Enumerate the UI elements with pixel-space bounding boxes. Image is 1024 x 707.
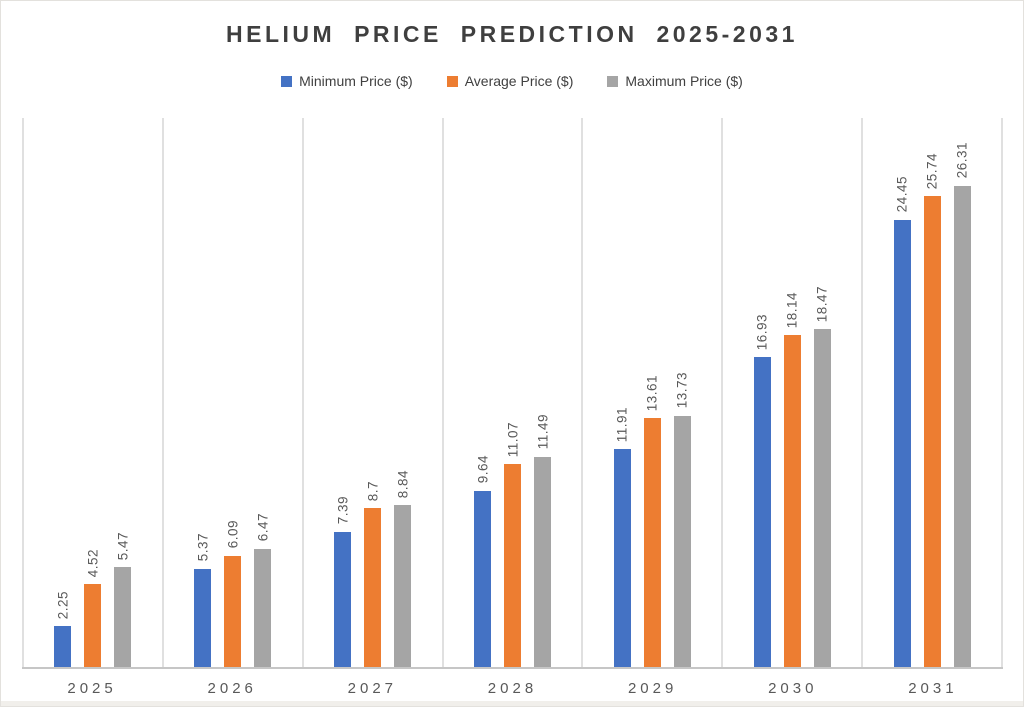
legend-swatch-maximum-icon bbox=[607, 75, 619, 87]
bar-maximum-2026 bbox=[254, 548, 272, 667]
bar-group-2031: 24.45 25.74 26.31 bbox=[893, 118, 971, 667]
category-cell-2025: 2.25 4.52 5.47 bbox=[22, 118, 162, 667]
x-axis-labels: 2025 2026 2027 2028 2029 2030 2031 bbox=[22, 671, 1003, 697]
legend-swatch-minimum-icon bbox=[281, 75, 293, 87]
category-cell-2030: 16.93 18.14 18.47 bbox=[721, 118, 861, 667]
legend-label-average: Average Price ($) bbox=[464, 73, 574, 89]
bar-value-label-maximum-2027: 8.84 bbox=[394, 469, 410, 499]
bar-value-label-average-2031: 25.74 bbox=[924, 152, 940, 189]
bar-average-2030 bbox=[783, 335, 801, 667]
bar-minimum-2029 bbox=[613, 449, 631, 667]
bar-minimum-2027 bbox=[334, 531, 352, 667]
bar-average-2028 bbox=[504, 464, 521, 667]
bar-wrapper-maximum-2027: 8.84 bbox=[394, 118, 412, 667]
bar-value-label-maximum-2030: 18.47 bbox=[814, 285, 830, 322]
x-axis-label-2025: 2025 bbox=[67, 680, 117, 697]
bar-wrapper-average-2027: 8.7 bbox=[364, 118, 382, 667]
bar-value-label-average-2026: 6.09 bbox=[225, 520, 241, 549]
bar-wrapper-maximum-2029: 13.73 bbox=[673, 118, 691, 667]
bar-wrapper-minimum-2030: 16.93 bbox=[753, 118, 771, 667]
bar-group-2027: 7.39 8.7 8.84 bbox=[334, 118, 412, 667]
x-axis-label-2027: 2027 bbox=[347, 680, 398, 697]
bar-group-2026: 5.37 6.09 6.47 bbox=[194, 118, 272, 667]
bar-wrapper-maximum-2031: 26.31 bbox=[953, 118, 971, 667]
bar-value-label-minimum-2031: 24.45 bbox=[894, 176, 910, 213]
bar-value-label-maximum-2028: 11.49 bbox=[534, 414, 550, 450]
bar-wrapper-average-2030: 18.14 bbox=[783, 118, 801, 667]
bar-average-2029 bbox=[643, 417, 661, 667]
bar-average-2031 bbox=[923, 195, 941, 667]
bar-average-2026 bbox=[224, 555, 242, 667]
legend-label-minimum: Minimum Price ($) bbox=[299, 73, 413, 89]
x-axis-label-2029: 2029 bbox=[627, 680, 678, 697]
bar-minimum-2028 bbox=[474, 490, 491, 667]
bar-value-label-maximum-2029: 13.73 bbox=[674, 372, 690, 409]
x-axis-label-2028: 2028 bbox=[487, 680, 538, 697]
bar-group-2030: 16.93 18.14 18.47 bbox=[753, 118, 831, 667]
bar-value-label-maximum-2025: 5.47 bbox=[115, 531, 131, 560]
bar-wrapper-maximum-2025: 5.47 bbox=[114, 118, 132, 667]
bar-wrapper-average-2025: 4.52 bbox=[84, 118, 102, 667]
bar-value-label-minimum-2027: 7.39 bbox=[334, 496, 350, 525]
bar-value-label-average-2030: 18.14 bbox=[784, 291, 800, 329]
bar-average-2025 bbox=[84, 584, 102, 667]
bar-wrapper-average-2029: 13.61 bbox=[643, 118, 661, 667]
chart-legend: Minimum Price ($) Average Price ($) Maxi… bbox=[1, 73, 1023, 89]
bar-group-2028: 9.64 11.07 11.49 bbox=[474, 118, 551, 667]
category-cell-2026: 5.37 6.09 6.47 bbox=[161, 118, 302, 667]
bar-wrapper-minimum-2025: 2.25 bbox=[54, 118, 72, 667]
bar-maximum-2030 bbox=[813, 329, 831, 667]
bar-maximum-2029 bbox=[673, 415, 691, 667]
bar-maximum-2027 bbox=[394, 505, 412, 667]
bar-wrapper-maximum-2026: 6.47 bbox=[254, 118, 272, 667]
category-cell-2031: 24.45 25.74 26.31 bbox=[861, 118, 1004, 667]
bar-minimum-2030 bbox=[753, 357, 771, 667]
legend-item-maximum: Maximum Price ($) bbox=[607, 73, 743, 89]
bar-maximum-2028 bbox=[534, 456, 551, 667]
bar-value-label-maximum-2031: 26.31 bbox=[954, 142, 970, 179]
legend-item-minimum: Minimum Price ($) bbox=[281, 73, 413, 89]
bar-value-label-average-2028: 11.07 bbox=[504, 422, 520, 458]
bar-value-label-minimum-2029: 11.91 bbox=[614, 406, 630, 443]
category-cell-2028: 9.64 11.07 11.49 bbox=[441, 118, 582, 667]
legend-label-maximum: Maximum Price ($) bbox=[625, 73, 743, 89]
bar-group-2029: 11.91 13.61 13.73 bbox=[613, 118, 691, 667]
bar-group-2025: 2.25 4.52 5.47 bbox=[54, 118, 132, 667]
x-axis-label-2030: 2030 bbox=[768, 680, 818, 697]
bar-value-label-maximum-2026: 6.47 bbox=[255, 513, 271, 542]
bar-value-label-minimum-2030: 16.93 bbox=[754, 313, 770, 351]
bar-wrapper-average-2028: 11.07 bbox=[504, 118, 521, 667]
x-axis-label-2031: 2031 bbox=[908, 680, 958, 697]
bar-wrapper-minimum-2027: 7.39 bbox=[334, 118, 352, 667]
bar-value-label-minimum-2026: 5.37 bbox=[195, 533, 211, 562]
bottom-edge-strip bbox=[1, 701, 1023, 706]
bar-minimum-2031 bbox=[893, 219, 911, 667]
bar-wrapper-minimum-2029: 11.91 bbox=[613, 118, 631, 667]
bar-wrapper-average-2026: 6.09 bbox=[224, 118, 242, 667]
bar-minimum-2026 bbox=[194, 568, 212, 667]
category-cell-2027: 7.39 8.7 8.84 bbox=[301, 118, 442, 667]
bar-value-label-minimum-2028: 9.64 bbox=[474, 455, 490, 484]
bar-wrapper-maximum-2030: 18.47 bbox=[813, 118, 831, 667]
bar-maximum-2025 bbox=[114, 566, 132, 667]
bar-average-2027 bbox=[364, 507, 382, 667]
category-cell-2029: 11.91 13.61 13.73 bbox=[581, 118, 721, 667]
bar-wrapper-maximum-2028: 11.49 bbox=[534, 118, 551, 667]
chart-title: HELIUM PRICE PREDICTION 2025-2031 bbox=[226, 21, 798, 47]
legend-swatch-average-icon bbox=[446, 75, 458, 87]
bar-wrapper-minimum-2028: 9.64 bbox=[474, 118, 491, 667]
bar-value-label-minimum-2025: 2.25 bbox=[55, 590, 71, 619]
x-axis-label-2026: 2026 bbox=[207, 680, 257, 697]
bar-value-label-average-2027: 8.7 bbox=[364, 480, 380, 501]
bar-maximum-2031 bbox=[953, 185, 971, 667]
plot-area: 2.25 4.52 5.47 5.37 6.09 6.47 7.39 8.7 8.84 9.64 1… bbox=[22, 118, 1004, 669]
bar-wrapper-minimum-2026: 5.37 bbox=[194, 118, 212, 667]
bar-minimum-2025 bbox=[54, 625, 72, 667]
bar-value-label-average-2029: 13.61 bbox=[644, 374, 660, 411]
bar-value-label-average-2025: 4.52 bbox=[85, 549, 101, 578]
bar-wrapper-average-2031: 25.74 bbox=[923, 118, 941, 667]
bar-wrapper-minimum-2031: 24.45 bbox=[893, 118, 911, 667]
legend-item-average: Average Price ($) bbox=[446, 73, 574, 89]
